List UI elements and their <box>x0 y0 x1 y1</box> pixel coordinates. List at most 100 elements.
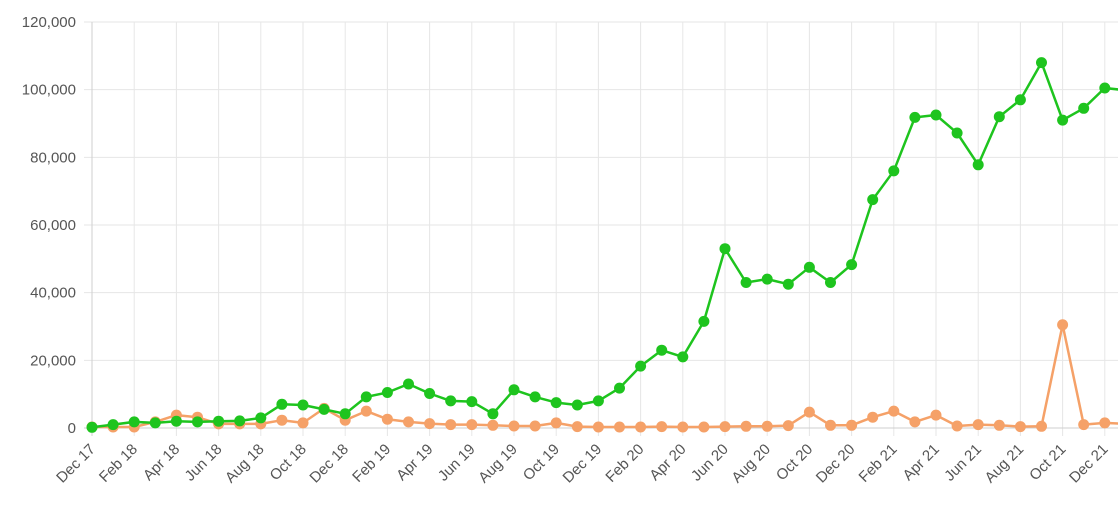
series-2-point[interactable] <box>782 420 794 432</box>
series-2-point[interactable] <box>466 419 478 431</box>
series-1-point[interactable] <box>192 416 203 428</box>
series-1-point[interactable] <box>571 399 583 411</box>
series-1-point[interactable] <box>656 344 668 356</box>
series-1-point[interactable] <box>339 408 351 420</box>
series-1-point[interactable] <box>825 277 836 288</box>
series-2-point[interactable] <box>656 421 668 433</box>
series-1-point[interactable] <box>86 421 98 433</box>
series-1-point[interactable] <box>403 378 414 390</box>
series-2-point[interactable] <box>951 420 963 432</box>
series-1-point[interactable] <box>740 277 752 288</box>
series-1-point[interactable] <box>529 391 541 403</box>
series-1-point[interactable] <box>1078 102 1090 114</box>
series-2-point[interactable] <box>508 420 520 432</box>
series-2-point[interactable] <box>698 421 710 433</box>
series-layer <box>86 57 1118 433</box>
series-1-point[interactable] <box>318 403 330 415</box>
series-1-point[interactable] <box>888 165 900 177</box>
y-tick-label: 20,000 <box>30 352 76 369</box>
series-1-point[interactable] <box>128 416 140 428</box>
series-1-point[interactable] <box>677 351 689 363</box>
series-1-point[interactable] <box>592 395 604 407</box>
series-1-point[interactable] <box>972 159 984 171</box>
series-2-point[interactable] <box>825 419 836 431</box>
series-2-point[interactable] <box>677 421 689 433</box>
x-tick-label: Oct 20 <box>773 441 816 484</box>
series-1-point[interactable] <box>234 415 246 427</box>
x-tick-label: Dec 18 <box>306 441 352 487</box>
y-axis: 0 20,000 40,000 60,000 80,000 100,000 120,000 <box>22 14 93 437</box>
series-2-point[interactable] <box>529 420 541 432</box>
series-2-point[interactable] <box>592 421 604 433</box>
series-2-point[interactable] <box>993 419 1005 431</box>
x-tick-label: Oct 21 <box>1026 441 1069 484</box>
series-1-point[interactable] <box>930 109 942 121</box>
series-2-point[interactable] <box>550 417 562 429</box>
series-2-point[interactable] <box>888 405 900 417</box>
series-2-point[interactable] <box>1057 319 1069 331</box>
series-1-point[interactable] <box>1057 114 1069 126</box>
series-2-point[interactable] <box>1036 420 1047 432</box>
x-tick-label: Apr 18 <box>140 441 183 484</box>
series-2-point[interactable] <box>1078 419 1090 431</box>
series-2-point[interactable] <box>424 418 436 430</box>
series-1-point[interactable] <box>867 194 879 206</box>
series-1-point[interactable] <box>761 273 773 285</box>
series-1-point[interactable] <box>255 412 267 424</box>
series-1-point[interactable] <box>951 127 963 139</box>
series-1-point[interactable] <box>445 395 457 407</box>
series-2-point[interactable] <box>803 406 815 418</box>
series-1-point[interactable] <box>360 391 372 403</box>
series-2-point[interactable] <box>909 416 921 428</box>
series-1-point[interactable] <box>803 261 815 273</box>
series-2-point[interactable] <box>445 419 457 431</box>
series-2-point[interactable] <box>740 420 752 432</box>
series-1 <box>86 57 1118 433</box>
series-1-point[interactable] <box>466 396 478 408</box>
series-2-point[interactable] <box>403 416 414 428</box>
series-1-point[interactable] <box>614 382 625 394</box>
series-1-point[interactable] <box>846 259 858 271</box>
series-1-point[interactable] <box>213 415 225 427</box>
y-tick-label: 0 <box>68 420 76 437</box>
series-2-point[interactable] <box>1014 421 1026 433</box>
series-1-point[interactable] <box>635 360 647 372</box>
series-2-point[interactable] <box>761 420 773 432</box>
series-1-point[interactable] <box>508 384 520 396</box>
series-1-point[interactable] <box>487 408 499 420</box>
series-1-point[interactable] <box>149 417 161 429</box>
series-1-point[interactable] <box>550 397 562 409</box>
y-tick-label: 40,000 <box>30 285 76 302</box>
series-1-point[interactable] <box>698 315 710 327</box>
series-2-point[interactable] <box>571 421 583 433</box>
series-2-point[interactable] <box>719 421 731 433</box>
series-1-point[interactable] <box>170 415 182 427</box>
series-2-point[interactable] <box>297 417 309 429</box>
series-2-point[interactable] <box>276 414 288 426</box>
series-1-point[interactable] <box>424 388 436 399</box>
x-tick-label: Dec 19 <box>560 441 606 487</box>
series-2-point[interactable] <box>381 413 393 425</box>
y-tick-label: 60,000 <box>30 217 76 234</box>
series-1-point[interactable] <box>276 398 288 410</box>
series-2-point[interactable] <box>635 421 647 433</box>
series-1-point[interactable] <box>297 399 309 411</box>
series-2-point[interactable] <box>846 419 858 431</box>
series-1-point[interactable] <box>719 243 731 255</box>
series-1-point[interactable] <box>1099 82 1111 94</box>
series-2-point[interactable] <box>360 405 372 417</box>
series-1-point[interactable] <box>782 278 794 290</box>
series-1-point[interactable] <box>1036 57 1047 69</box>
series-2-point[interactable] <box>972 419 984 431</box>
series-1-point[interactable] <box>1014 94 1026 106</box>
series-1-point[interactable] <box>381 387 393 398</box>
series-2-point[interactable] <box>867 411 879 423</box>
series-2-point[interactable] <box>1099 417 1111 429</box>
series-2-point[interactable] <box>614 421 625 433</box>
series-1-point[interactable] <box>107 419 119 431</box>
series-2-point[interactable] <box>930 409 942 421</box>
series-1-point[interactable] <box>909 111 921 123</box>
series-1-point[interactable] <box>993 111 1005 123</box>
series-2-point[interactable] <box>487 419 499 431</box>
